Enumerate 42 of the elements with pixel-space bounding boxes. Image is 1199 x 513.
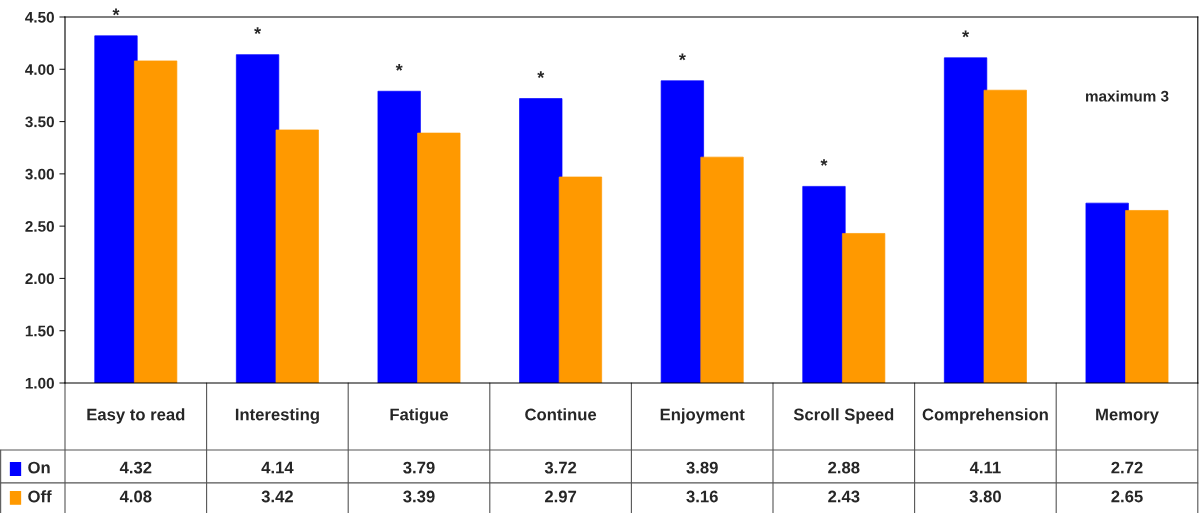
legend-label: Off	[28, 490, 52, 503]
x-tick-label: Memory	[1096, 408, 1159, 424]
x-tick-label: Easy to read	[87, 408, 185, 424]
y-tick-label: 4.00	[25, 64, 54, 75]
data-label: 3.89	[686, 461, 718, 474]
data-label: 2.97	[544, 490, 577, 503]
annotation: *	[678, 53, 686, 61]
data-label: 3.16	[686, 490, 718, 503]
annotation: *	[962, 30, 970, 38]
annotation: *	[112, 8, 120, 16]
y-tick-label: 3.50	[25, 116, 54, 128]
y-tick-label: 3.00	[25, 168, 54, 180]
annotation: *	[254, 27, 262, 35]
annotation: *	[537, 71, 545, 78]
data-label: 4.08	[119, 490, 152, 503]
x-tick-label: Scroll Speed	[793, 408, 894, 424]
x-tick-label: Fatigue	[390, 408, 449, 424]
data-label: 3.72	[544, 461, 577, 474]
y-tick-label: 2.50	[25, 221, 54, 232]
y-tick-label: 1.50	[25, 325, 54, 337]
x-tick-label: Interesting	[235, 408, 319, 424]
data-label: 4.32	[119, 461, 152, 474]
legend-label: On	[28, 461, 50, 474]
data-label: 2.43	[828, 490, 860, 503]
x-tick-label: Enjoyment	[660, 408, 745, 424]
data-label: 4.11	[969, 461, 1001, 474]
data-label: 3.39	[403, 490, 435, 503]
data-label: 3.80	[969, 490, 1001, 503]
data-label: 3.42	[261, 490, 293, 503]
annotation: *	[820, 159, 828, 166]
y-tick-label: 2.00	[25, 273, 54, 285]
y-tick-label: 1.00	[25, 377, 54, 389]
x-tick-label: Comprehension	[922, 408, 1048, 424]
data-label: 4.14	[261, 461, 294, 474]
x-tick-label: Continue	[525, 408, 597, 421]
y-tick-label: 4.50	[25, 11, 54, 23]
data-label: 2.72	[1111, 461, 1143, 474]
annotation: maximum 3	[1085, 90, 1169, 102]
data-label: 2.88	[828, 461, 860, 474]
data-label: 2.65	[1111, 490, 1143, 503]
annotation: *	[395, 63, 403, 71]
data-label: 3.79	[403, 461, 435, 474]
